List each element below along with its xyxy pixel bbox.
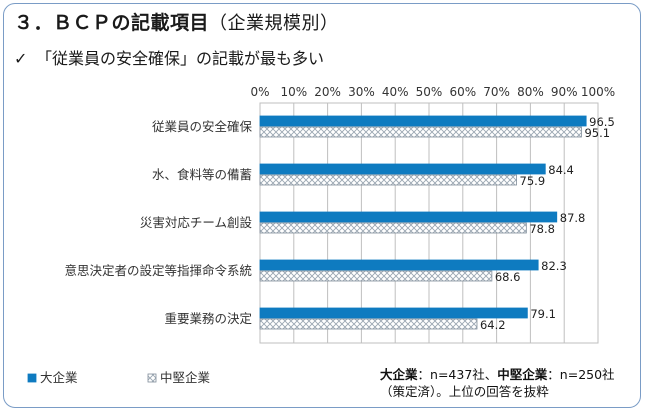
bar-midsize-enterprise	[259, 270, 493, 282]
data-label: 75.9	[520, 174, 546, 188]
category-label: 水、食料等の備蓄	[152, 167, 252, 182]
data-label: 87.8	[560, 211, 586, 225]
slide-frame	[3, 3, 641, 408]
bar-midsize-enterprise	[259, 222, 527, 234]
note-line2: （策定済）。上位の回答を抜粋	[380, 384, 549, 399]
x-tick-label: 50%	[416, 85, 443, 99]
legend-swatch	[147, 373, 157, 383]
legend-swatch	[27, 373, 37, 383]
note-mid-n: ：n=250社	[547, 367, 615, 382]
data-label: 96.5	[589, 115, 615, 129]
sample-note: 大企業：n=437社、中堅企業：n=250社 （策定済）。上位の回答を抜粋	[380, 366, 615, 400]
bar-large-enterprise	[259, 259, 539, 271]
title-main: ３．ＢＣＰの記載項目	[14, 12, 210, 34]
x-tick-label: 0%	[250, 85, 269, 99]
title-sub: （企業規模別）	[209, 13, 339, 34]
check-icon: ✓	[14, 49, 28, 68]
x-tick-label: 20%	[314, 85, 341, 99]
category-label: 従業員の安全確保	[152, 119, 253, 134]
x-tick-label: 40%	[382, 85, 409, 99]
note-large-label: 大企業	[380, 367, 418, 382]
x-tick-label: 70%	[483, 85, 510, 99]
data-label: 78.8	[529, 222, 555, 236]
legend-label: 大企業	[40, 370, 78, 385]
data-label: 84.4	[548, 163, 574, 177]
bar-midsize-enterprise	[259, 318, 478, 330]
x-tick-label: 10%	[280, 85, 307, 99]
category-label: 重要業務の決定	[164, 311, 252, 326]
key-finding-text: 「従業員の安全確保」の記載が最も多い	[36, 49, 325, 68]
bar-midsize-enterprise	[259, 126, 582, 138]
category-label: 意思決定者の設定等指揮命令系統	[64, 263, 252, 278]
x-tick-label: 60%	[449, 85, 476, 99]
key-finding: ✓ 「従業員の安全確保」の記載が最も多い	[14, 45, 324, 69]
bar-midsize-enterprise	[259, 174, 517, 186]
bar-large-enterprise	[259, 211, 558, 223]
note-mid-label: 中堅企業	[497, 367, 548, 382]
data-label: 64.2	[480, 318, 506, 332]
bar-large-enterprise	[259, 163, 546, 175]
x-tick-label: 100%	[581, 85, 615, 99]
bar-large-enterprise	[259, 115, 587, 127]
note-large-n: ：n=437社、	[417, 367, 498, 382]
data-label: 68.6	[495, 270, 521, 284]
page-title: ３．ＢＣＰの記載項目（企業規模別）	[14, 8, 339, 35]
x-tick-label: 90%	[551, 85, 578, 99]
category-label: 災害対応チーム創設	[140, 215, 253, 230]
legend-label: 中堅企業	[160, 370, 211, 385]
data-label: 82.3	[541, 259, 567, 273]
x-tick-label: 80%	[517, 85, 544, 99]
x-tick-label: 30%	[348, 85, 375, 99]
bar-large-enterprise	[259, 307, 528, 319]
data-label: 79.1	[530, 307, 556, 321]
data-label: 95.1	[584, 126, 610, 140]
